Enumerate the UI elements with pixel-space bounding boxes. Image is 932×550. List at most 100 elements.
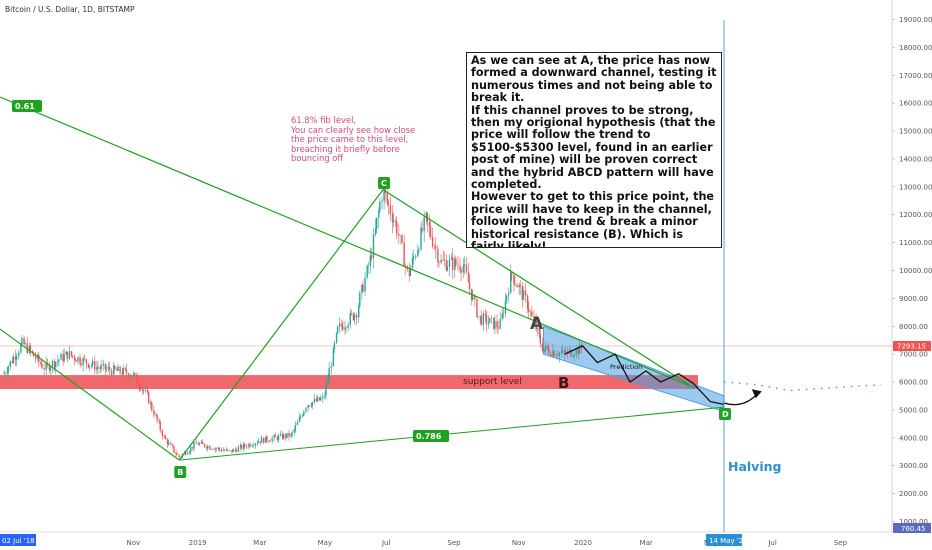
candle-body: [256, 442, 259, 444]
candle-body: [463, 264, 465, 266]
point-b-low-badge-label: B: [177, 468, 183, 477]
candle-body: [550, 353, 552, 356]
candle-body: [175, 452, 177, 455]
candle-body: [305, 408, 307, 412]
candle-body: [164, 436, 167, 440]
candle-body: [302, 415, 304, 417]
candle-body: [167, 443, 170, 445]
candle-body: [538, 327, 540, 335]
candle-body: [526, 295, 529, 309]
candle-body: [553, 350, 555, 356]
candle-body: [21, 338, 23, 345]
candle-body: [34, 356, 37, 359]
candle-body: [260, 437, 263, 443]
candle-body: [58, 359, 60, 361]
time-axis: Nov2019MarMayJulSepNov2020MarMayJulSep02…: [0, 531, 892, 547]
candle-body: [345, 327, 347, 329]
candle-body: [344, 327, 346, 330]
candle-body: [133, 373, 135, 376]
candle-body: [166, 439, 169, 445]
candle-body: [173, 446, 175, 453]
candle-body: [350, 313, 353, 314]
abcd-leg-cd: [382, 189, 690, 386]
halving-date-tag: [706, 534, 742, 546]
candle-body: [507, 293, 510, 296]
candle-body: [176, 454, 178, 456]
candle-body: [277, 435, 280, 440]
price-tick-label: 6000.00: [899, 379, 928, 387]
candle-body: [195, 442, 197, 444]
candle-body: [235, 449, 237, 452]
candle-body: [192, 446, 194, 449]
note-box-line: If this channel proves to be strong, the…: [471, 103, 716, 192]
price-tick-label: 14000.00: [899, 155, 932, 163]
candle-body: [488, 317, 491, 323]
candle-body: [107, 367, 110, 369]
candle-body: [18, 352, 20, 357]
candle-body: [6, 372, 8, 374]
candle-body: [379, 201, 381, 212]
candle-body: [48, 363, 51, 371]
candle-body: [403, 242, 405, 266]
candle-body: [15, 356, 18, 360]
candle-body: [294, 424, 297, 430]
candle-body: [232, 449, 234, 453]
candle-body: [450, 257, 453, 260]
candle-body: [271, 437, 273, 442]
candle-body: [308, 405, 310, 407]
candle-body: [91, 361, 94, 366]
halving-date-label: 14 May '20: [709, 537, 748, 545]
candle-body: [372, 234, 375, 259]
candle-body: [116, 368, 118, 371]
candle-body: [139, 386, 141, 391]
candle-body: [108, 367, 111, 371]
candle-body: [536, 327, 538, 330]
candle-body: [296, 421, 299, 425]
start-date-tag: [0, 534, 36, 546]
candle-body: [460, 270, 462, 273]
candle-body: [60, 354, 62, 360]
fib-0786-badge-label: 0.786: [416, 432, 442, 441]
candle-body: [114, 365, 116, 369]
candle-body: [546, 345, 549, 349]
candle-body: [522, 290, 525, 300]
candle-body: [465, 264, 468, 273]
candle-body: [66, 351, 69, 359]
candle-body: [197, 443, 199, 445]
point-b-low-badge-bg: [174, 466, 187, 478]
candle-body: [273, 435, 275, 438]
candle-body: [90, 365, 93, 366]
candle-body: [45, 362, 47, 370]
candle-body: [223, 450, 226, 451]
candle-body: [138, 383, 140, 387]
candle-body: [552, 350, 554, 356]
candle-body: [134, 373, 136, 375]
candle-body: [462, 265, 464, 273]
candle-body: [491, 317, 493, 319]
fib-0618-badge: 0.61: [12, 100, 42, 112]
candle-body: [20, 344, 22, 353]
fib-annotation: 61.8% fib level, You can clearly see how …: [291, 115, 431, 164]
candle-body: [119, 366, 121, 373]
candle-body: [505, 295, 508, 301]
candle-body: [24, 343, 26, 344]
candle-body: [198, 443, 201, 445]
fib-note-line: the price came to this level,: [291, 134, 409, 145]
candle-body: [378, 211, 380, 218]
candle-body: [186, 453, 189, 455]
candle-body: [99, 367, 101, 370]
candle-body: [480, 315, 482, 325]
candle-body: [392, 220, 395, 223]
fib-0786-badge: 0.786: [413, 430, 449, 442]
candle-body: [445, 260, 448, 271]
candle-body: [57, 360, 59, 363]
candle-body: [349, 313, 351, 325]
time-tick-label: Jul: [767, 539, 777, 547]
candle-body: [7, 366, 9, 373]
candle-body: [147, 392, 150, 404]
candle-body: [293, 429, 296, 433]
candle-body: [29, 345, 32, 351]
candle-body: [313, 398, 316, 403]
candle-body: [12, 356, 15, 363]
candle-body: [412, 256, 415, 259]
